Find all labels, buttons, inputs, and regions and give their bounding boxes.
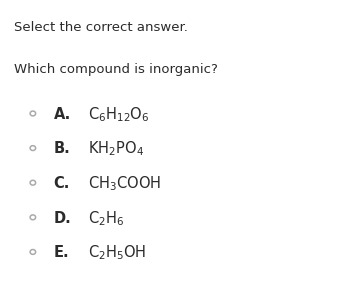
Text: $\mathregular{C_{6}H_{12}O_{6}}$: $\mathregular{C_{6}H_{12}O_{6}}$	[88, 105, 150, 124]
Text: $\mathregular{C_{2}H_{5}OH}$: $\mathregular{C_{2}H_{5}OH}$	[88, 244, 147, 262]
Text: $\mathregular{KH_{2}PO_{4}}$: $\mathregular{KH_{2}PO_{4}}$	[88, 140, 144, 158]
Text: $\mathregular{CH_{3}COOH}$: $\mathregular{CH_{3}COOH}$	[88, 174, 161, 193]
Text: A.: A.	[54, 107, 71, 122]
Text: C.: C.	[54, 176, 70, 191]
Text: D.: D.	[54, 211, 71, 226]
Text: Select the correct answer.: Select the correct answer.	[14, 21, 188, 34]
Text: $\mathregular{C_{2}H_{6}}$: $\mathregular{C_{2}H_{6}}$	[88, 209, 125, 228]
Text: E.: E.	[54, 245, 69, 260]
Text: Which compound is inorganic?: Which compound is inorganic?	[14, 63, 218, 76]
Text: B.: B.	[54, 141, 70, 157]
